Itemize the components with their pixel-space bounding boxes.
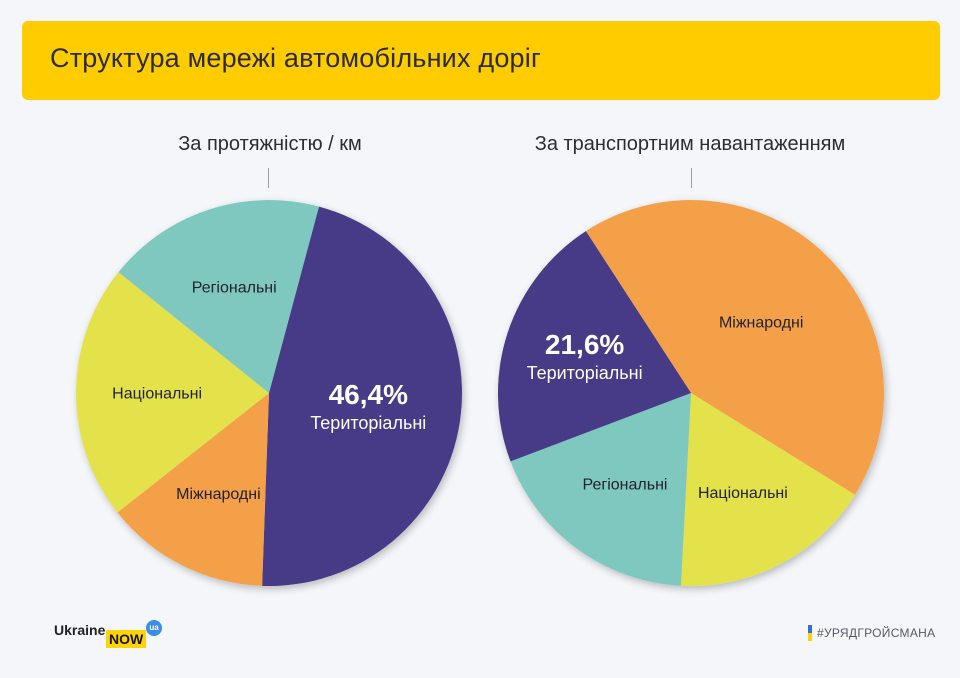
slice-label: Міжнародні [719, 314, 804, 331]
chart-title-traffic: За транспортним навантаженням [534, 133, 846, 155]
pie-traffic: Міжнародні Національні Регіональні 21,6% Тер… [497, 200, 884, 587]
pie-length: 46,4% Територіальні Міжнародні Національні Р… [76, 200, 462, 587]
government-hashtag: #УРЯДГРОЙСМАНА [808, 624, 935, 642]
pie-slice [497, 231, 691, 462]
chart-title-tick [691, 168, 692, 188]
logo-now-text: NOW [106, 630, 147, 648]
pie-slice [76, 272, 269, 513]
logo-ukraine-text: Ukraine [54, 622, 106, 638]
slice-label: Регіональні [583, 476, 668, 493]
slice-label: Територіальні [527, 363, 643, 383]
chart-title-length: За протяжністю / км [178, 133, 362, 155]
page-title: Структура мережі автомобільних доріг [50, 43, 541, 73]
slice-label: 46,4% [329, 379, 408, 410]
slice-label: Територіальні [310, 413, 426, 433]
slice-label: 21,6% [545, 329, 624, 360]
header-banner: Структура мережі автомобільних доріг [22, 21, 940, 100]
slice-label: Міжнародні [176, 486, 261, 503]
hashtag-text: #УРЯДГРОЙСМАНА [817, 626, 936, 640]
ukraine-now-logo: Ukraine NOW ua [54, 620, 174, 650]
chart-title-tick [268, 168, 269, 188]
pie-slice [118, 200, 319, 393]
logo-ua-badge: ua [146, 620, 162, 636]
pie-slice [117, 393, 269, 586]
slice-label: Регіональні [192, 280, 277, 297]
pie-slice [510, 393, 691, 586]
pie-slice [262, 206, 462, 587]
slice-label: Національні [112, 386, 202, 403]
slice-label: Національні [698, 485, 788, 502]
pie-slice [585, 200, 884, 495]
pie-slice [680, 393, 856, 587]
ukraine-flag-icon [808, 625, 812, 641]
